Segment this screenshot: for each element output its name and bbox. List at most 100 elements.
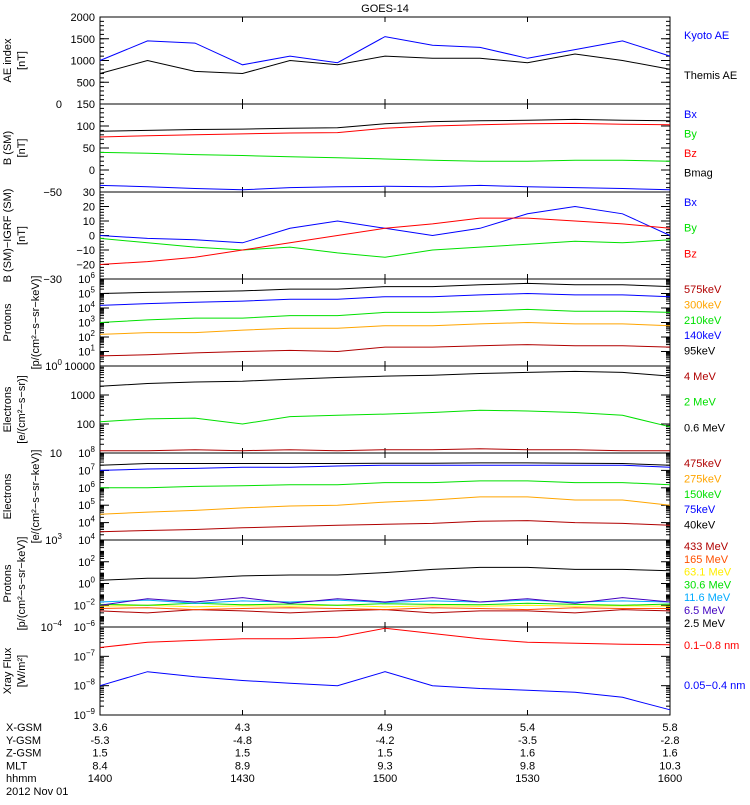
legend-label: Kyoto AE [684, 30, 729, 42]
footer-value: 1.6 [520, 748, 535, 760]
y-tick-label: 30 [83, 187, 95, 199]
y-axis-label: Xray Flux [2, 647, 14, 694]
legend-label: 2.5 MeV [684, 618, 726, 630]
y-tick-label: −50 [43, 187, 62, 199]
y-tick-label: 10−8 [74, 678, 96, 693]
series-line-bx [99, 184, 671, 191]
y-tick-label: 0 [89, 165, 95, 177]
footer-row-label: Z-GSM [6, 748, 41, 760]
footer-value: 1.5 [377, 748, 392, 760]
y-tick-label: 20 [83, 202, 95, 214]
y-tick-label: 1000 [71, 390, 95, 402]
series-line-165-mev [99, 607, 670, 611]
series-line-0-6-mev [99, 370, 671, 387]
y-axis-label: [p/(cm²−s−sr−keV)] [16, 537, 28, 631]
y-tick-label: 101 [78, 344, 95, 359]
y-axis-label: Electrons [2, 473, 14, 519]
footer-row-label: X-GSM [6, 722, 42, 734]
footer-date: 2012 Nov 01 [6, 786, 68, 798]
legend-label: 6.5 MeV [684, 605, 726, 617]
footer-value: 5.4 [520, 722, 535, 734]
y-axis-label: B (SM)−IGRF (SM) [2, 189, 14, 283]
footer-row-label: hhmm [6, 773, 37, 785]
legend-label: 4 MeV [684, 371, 716, 383]
y-axis-label: [e/(cm²−s−sr−keV)] [30, 450, 42, 544]
footer-value: 8.4 [92, 760, 107, 772]
legend-label: 150keV [684, 489, 722, 501]
legend-label: 165 MeV [684, 554, 729, 566]
y-tick-label: 102 [78, 554, 95, 569]
footer-value: -2.8 [661, 735, 680, 747]
legend-label: 300keV [684, 299, 722, 311]
y-axis-label: Protons [2, 303, 14, 341]
series-line-by [99, 237, 671, 258]
y-tick-label: 10−6 [74, 619, 96, 634]
footer-row-label: MLT [6, 760, 27, 772]
y-axis-label: AE index [2, 38, 14, 83]
legend-label: 63.1 MeV [684, 567, 732, 579]
y-tick-label: 1000 [71, 56, 95, 68]
y-tick-label: 100 [45, 358, 62, 373]
y-axis-label: [p/(cm²−s−sr−keV)] [30, 276, 42, 370]
footer-value: -5.3 [91, 735, 110, 747]
y-tick-label: 102 [78, 329, 95, 344]
footer-value: -4.8 [233, 735, 252, 747]
panel-frame [99, 626, 671, 716]
y-axis-label: [nT] [16, 226, 28, 245]
footer-value: -4.2 [376, 735, 395, 747]
legend-label: 75keV [684, 504, 716, 516]
panel-frame [99, 539, 671, 628]
legend-label: Themis AE [684, 70, 737, 82]
y-tick-label: 104 [78, 515, 95, 530]
footer-value: 1600 [658, 773, 682, 785]
y-tick-label: 10 [50, 448, 62, 460]
y-axis-label: [W/m²] [16, 655, 28, 687]
legend-label: 2 MeV [684, 397, 716, 409]
legend-label: 0.1−0.8 nm [684, 640, 739, 652]
y-tick-label: 104 [78, 532, 95, 547]
y-tick-label: 100 [77, 419, 95, 431]
legend-label: 0.6 MeV [684, 422, 726, 434]
y-tick-label: 10000 [64, 361, 95, 373]
y-tick-label: 10 [83, 216, 95, 228]
legend-label: 140keV [684, 330, 722, 342]
footer-row-label: Y-GSM [6, 735, 41, 747]
legend-label: Bz [684, 248, 697, 260]
series-line-63-1-mev [99, 604, 671, 608]
y-axis-label: Electrons [2, 386, 14, 432]
series-line-by [99, 151, 671, 162]
series-line-bz [99, 122, 671, 138]
footer-value: -3.5 [518, 735, 537, 747]
y-axis-label: B (SM) [2, 131, 14, 165]
footer-value: 10.3 [659, 760, 680, 772]
footer-value: 1.6 [662, 748, 677, 760]
panel-frame [99, 16, 671, 105]
legend-label: 475keV [684, 458, 722, 470]
y-axis-label: [nT] [16, 139, 28, 158]
y-tick-label: 105 [78, 286, 95, 301]
footer-value: 1.5 [235, 748, 250, 760]
legend-label: 575keV [684, 284, 722, 296]
legend-label: Bx [684, 197, 697, 209]
panel-frame [99, 103, 671, 193]
series-line-40kev [99, 462, 671, 466]
series-line-575kev [99, 344, 671, 357]
series-line-bmag [99, 118, 671, 132]
y-tick-label: 103 [78, 315, 95, 330]
y-tick-label: 100 [77, 121, 95, 133]
y-tick-label: 10−7 [74, 648, 96, 663]
legend-label: 0.05−0.4 nm [684, 680, 745, 692]
series-line-themis-ae [99, 53, 671, 75]
series-line-2-mev [99, 409, 671, 428]
series-line-30-6-mev [99, 602, 671, 606]
footer-value: 5.8 [662, 722, 677, 734]
y-tick-label: 105 [78, 497, 95, 512]
y-axis-label: [e/(cm²−s−sr)] [16, 375, 28, 443]
footer-value: 1530 [515, 773, 539, 785]
y-tick-label: 0 [56, 99, 62, 111]
footer-value: 9.8 [520, 760, 535, 772]
series-line-0-1-0-8-nm [99, 627, 671, 648]
y-tick-label: −10 [76, 245, 95, 257]
y-tick-label: 107 [78, 462, 95, 477]
legend-label: 275keV [684, 473, 722, 485]
